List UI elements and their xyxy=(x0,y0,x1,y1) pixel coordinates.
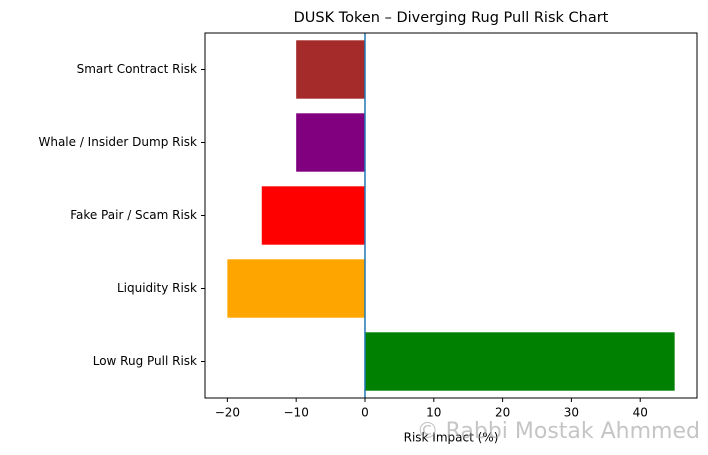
x-tick-label: 10 xyxy=(426,406,441,420)
chart-title: DUSK Token – Diverging Rug Pull Risk Cha… xyxy=(294,10,609,26)
y-tick-label: Low Rug Pull Risk xyxy=(93,354,197,368)
bar xyxy=(296,113,365,172)
x-tick-label: 30 xyxy=(564,406,579,420)
watermark: © Rabbi Mostak Ahmmed xyxy=(417,419,700,444)
x-tick-label: 20 xyxy=(495,406,510,420)
x-tick-label: 40 xyxy=(633,406,648,420)
y-tick-label: Liquidity Risk xyxy=(117,281,197,295)
bar xyxy=(227,259,365,318)
x-axis-label: Risk Impact (%) xyxy=(404,431,499,445)
bar xyxy=(364,332,675,391)
bar xyxy=(261,186,365,245)
plot-frame xyxy=(204,32,698,399)
x-tick-label: −10 xyxy=(284,406,309,420)
x-tick-label: −20 xyxy=(215,406,240,420)
y-tick-label: Fake Pair / Scam Risk xyxy=(70,208,197,222)
y-tick-label: Smart Contract Risk xyxy=(77,62,197,76)
bar xyxy=(296,40,365,99)
y-tick-label: Whale / Insider Dump Risk xyxy=(38,135,197,149)
x-tick-label: 0 xyxy=(361,406,369,420)
